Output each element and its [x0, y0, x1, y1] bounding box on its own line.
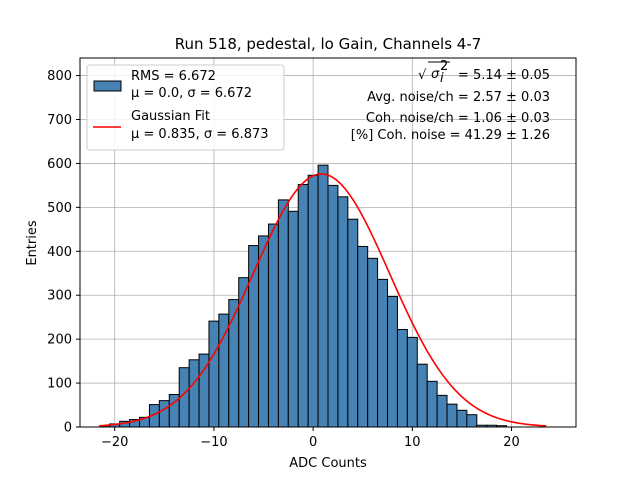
annotation-line-4: [%] Coh. noise = 41.29 ± 1.26: [351, 128, 550, 143]
sigma-subscript: i: [440, 71, 444, 86]
x-tick-label-3: 10: [404, 435, 421, 450]
histogram-bar-36: [456, 409, 468, 428]
y-tick-label-5: 500: [47, 201, 72, 216]
histogram-bar-29: [387, 296, 398, 428]
y-tick-label-6: 600: [47, 157, 72, 172]
annotation-line-3: Coh. noise/ch = 1.06 ± 0.03: [366, 111, 550, 126]
x-axis-ticks: −20 −10 0 10 20: [101, 427, 520, 450]
sigma-superscript: 2: [440, 59, 448, 74]
histogram-bar-6: [158, 400, 170, 428]
y-tick-label-4: 400: [47, 245, 72, 260]
legend: RMS = 6.672 μ = 0.0, σ = 6.672 Gaussian …: [86, 64, 285, 151]
histogram-bar-20: [297, 184, 309, 428]
chart-title: Run 518, pedestal, lo Gain, Channels 4-7: [175, 35, 482, 53]
histogram-bar-18: [277, 199, 289, 428]
histogram-bar-37: [466, 414, 478, 428]
histogram-bar-32: [416, 363, 428, 428]
histogram-bar-23: [327, 184, 339, 428]
sigma-symbol: σ: [431, 67, 440, 82]
histogram-bar-28: [377, 278, 389, 428]
histogram-bar-27: [367, 257, 379, 428]
x-axis-label: ADC Counts: [289, 456, 367, 471]
annotation-box: √ σ i 2 = 5.14 ± 0.05 Avg. noise/ch = 2.…: [351, 59, 550, 143]
legend-label-rms: RMS = 6.672: [131, 69, 216, 84]
histogram-bar-31: [406, 336, 418, 428]
x-tick-label-4: 20: [503, 435, 520, 450]
annotation-value-1: = 5.14 ± 0.05: [458, 68, 550, 83]
histogram-bar-16: [258, 235, 269, 428]
histogram-bar-11: [208, 320, 220, 428]
histogram-bar-21: [307, 174, 319, 428]
x-tick-label-0: −20: [101, 435, 128, 450]
x-tick-label-1: −10: [200, 435, 227, 450]
y-tick-label-2: 200: [47, 333, 72, 348]
y-tick-label-0: 0: [64, 421, 72, 436]
annotation-line-1: √ σ i 2 = 5.14 ± 0.05: [418, 59, 550, 86]
sqrt-symbol: √: [418, 68, 427, 83]
y-tick-label-3: 300: [47, 289, 72, 304]
y-axis-label: Entries: [25, 220, 40, 266]
annotation-line-2: Avg. noise/ch = 2.57 ± 0.03: [367, 90, 550, 105]
legend-sublabel-rms: μ = 0.0, σ = 6.672: [131, 86, 252, 101]
legend-frame: [86, 64, 285, 151]
sigma-char: σ: [431, 67, 440, 82]
x-tick-label-2: 0: [309, 435, 317, 450]
histogram-bar-17: [267, 223, 279, 428]
legend-sublabel-fit: μ = 0.835, σ = 6.873: [131, 127, 269, 142]
histogram-bar-13: [228, 299, 240, 428]
histogram-bar-34: [436, 394, 448, 428]
histogram-bar-35: [446, 403, 458, 428]
legend-label-fit: Gaussian Fit: [131, 109, 210, 124]
histogram-bar-24: [337, 196, 349, 428]
y-tick-label-7: 700: [47, 113, 72, 128]
y-tick-label-1: 100: [47, 377, 72, 392]
gaussian-fit-curve: [99, 173, 547, 427]
histogram-bar-22: [317, 164, 329, 428]
histogram-bar-19: [287, 210, 299, 428]
histogram-bars: [99, 164, 508, 428]
histogram-bar-25: [347, 218, 359, 428]
histogram-bar-30: [396, 328, 408, 428]
y-tick-label-8: 800: [47, 69, 72, 84]
plot-area-frame: [79, 57, 577, 428]
legend-swatch-rms: [93, 80, 122, 92]
histogram-bar-33: [426, 380, 438, 428]
histogram-bar-14: [238, 277, 250, 428]
histogram-bar-26: [357, 245, 369, 428]
histogram-bar-9: [188, 359, 200, 428]
y-axis-ticks: 0 100 200 300 400 500 600 700 800: [47, 69, 80, 436]
